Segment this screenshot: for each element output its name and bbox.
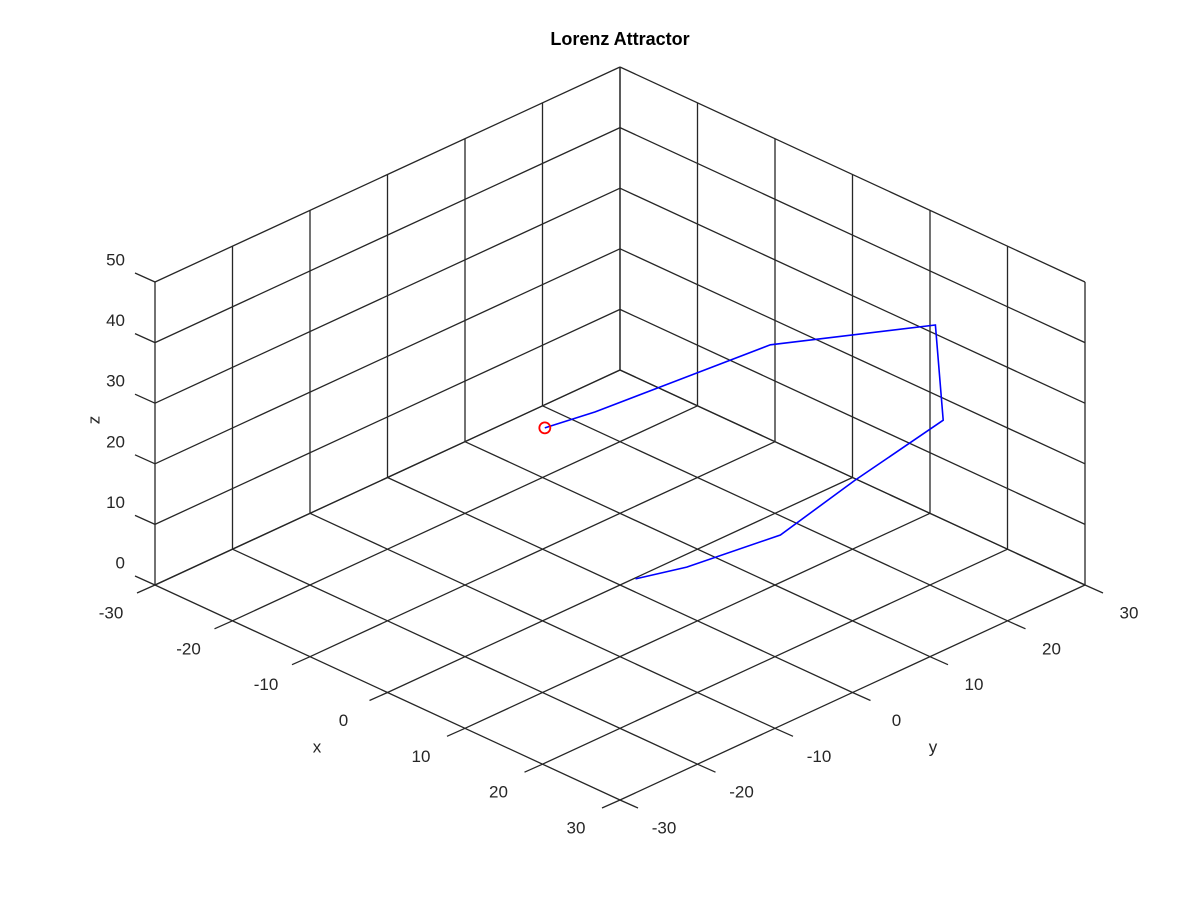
grid-line [154, 369, 621, 586]
z-tick-label: 0 [116, 553, 125, 572]
y-axis-label: y [929, 737, 938, 756]
x-tick [136, 584, 156, 594]
y-tick [1084, 584, 1104, 594]
y-tick-label: 0 [892, 711, 901, 730]
z-tick [134, 272, 156, 283]
z-tick-label: 50 [106, 250, 125, 269]
grid-line [619, 369, 1086, 586]
z-tick-label: 20 [106, 432, 125, 451]
z-tick-label: 30 [106, 372, 125, 391]
y-tick [1007, 620, 1026, 630]
grid-line [619, 308, 1086, 525]
grid-line [232, 548, 698, 765]
z-tick [134, 454, 156, 465]
x-tick-label: 10 [412, 747, 431, 766]
y-tick [852, 691, 871, 702]
y-tick-label: 30 [1120, 603, 1139, 622]
grid-line [464, 441, 931, 658]
x-tick-label: 30 [567, 818, 586, 837]
grid-line [154, 66, 621, 283]
grid-line [619, 248, 1086, 465]
grid-line [619, 127, 1086, 344]
grid-line [154, 308, 621, 525]
z-tick [134, 514, 156, 525]
z-tick [134, 333, 156, 344]
z-tick [134, 393, 156, 404]
grid-line [309, 512, 776, 729]
trajectory-line [544, 324, 945, 580]
z-tick-label: 40 [106, 311, 125, 330]
grid-line [619, 187, 1086, 404]
y-tick-label: -20 [729, 783, 754, 802]
marker [538, 421, 552, 435]
grid-line [619, 66, 1086, 283]
z-tick [134, 575, 156, 586]
x-tick [369, 691, 388, 702]
grid-line [154, 248, 621, 465]
y-tick-label: -30 [652, 818, 677, 837]
y-tick [929, 656, 949, 666]
y-tick [697, 763, 716, 773]
x-tick-label: -20 [176, 639, 201, 658]
z-tick-label: 10 [106, 493, 125, 512]
y-tick [774, 727, 794, 737]
x-tick [601, 799, 621, 809]
x-tick [446, 727, 466, 737]
y-tick-label: 20 [1042, 639, 1061, 658]
grid-line [154, 187, 621, 404]
y-tick [619, 799, 639, 809]
x-tick-label: -30 [99, 603, 124, 622]
x-tick-label: 0 [339, 711, 348, 730]
chart-title: Lorenz Attractor [550, 29, 689, 49]
x-tick [214, 620, 233, 630]
y-tick-label: -10 [807, 747, 832, 766]
x-axis-label: x [313, 737, 322, 756]
x-tick [291, 656, 311, 666]
x-tick-label: 20 [489, 783, 508, 802]
y-tick-label: 10 [965, 675, 984, 694]
x-tick-label: -10 [254, 675, 279, 694]
grid-line [387, 476, 853, 694]
x-tick [524, 763, 543, 773]
grid-line [154, 127, 621, 344]
grid-line [542, 405, 1008, 622]
z-axis-label: z [84, 416, 103, 425]
